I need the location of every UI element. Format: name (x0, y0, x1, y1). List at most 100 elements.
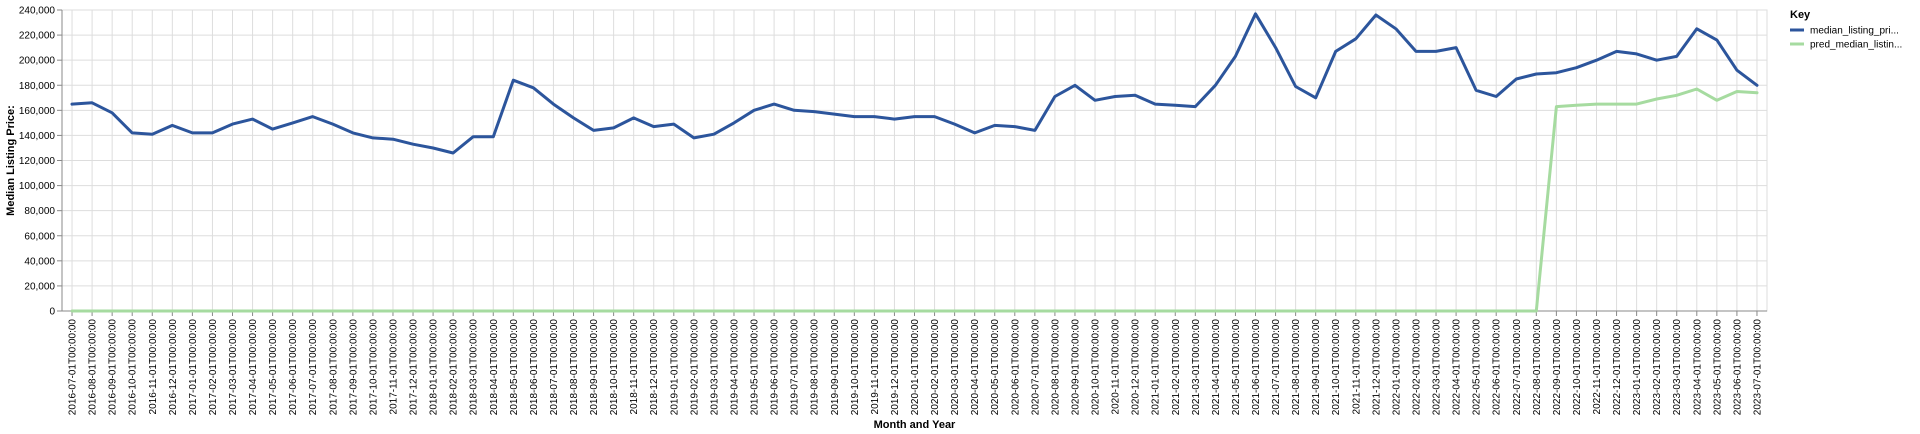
x-tick-label: 2021-08-01T00:00:00 (1291, 319, 1302, 416)
legend-label: pred_median_listin... (1810, 40, 1902, 51)
x-tick-label: 2021-04-01T00:00:00 (1211, 319, 1222, 416)
x-tick-label: 2021-12-01T00:00:00 (1371, 319, 1382, 416)
x-tick-label: 2017-02-01T00:00:00 (208, 319, 219, 416)
x-tick-label: 2022-03-01T00:00:00 (1432, 319, 1443, 416)
x-tick-label: 2022-02-01T00:00:00 (1411, 319, 1422, 416)
x-tick-label: 2020-01-01T00:00:00 (910, 319, 921, 416)
x-tick-label: 2021-06-01T00:00:00 (1251, 319, 1262, 416)
x-tick-label: 2017-12-01T00:00:00 (409, 319, 420, 416)
x-tick-label: 2020-08-01T00:00:00 (1050, 319, 1061, 416)
x-tick-label: 2020-02-01T00:00:00 (930, 319, 941, 416)
x-tick-label: 2019-11-01T00:00:00 (870, 319, 881, 415)
x-tick-label: 2023-04-01T00:00:00 (1692, 319, 1703, 416)
legend-title: Key (1790, 9, 1811, 21)
y-tick-label: 80,000 (24, 206, 55, 217)
x-tick-label: 2022-08-01T00:00:00 (1532, 319, 1543, 416)
x-tick-label: 2016-08-01T00:00:00 (88, 319, 99, 416)
x-tick-label: 2020-05-01T00:00:00 (990, 319, 1001, 416)
x-tick-label: 2018-12-01T00:00:00 (649, 319, 660, 416)
y-tick-label: 20,000 (24, 281, 55, 292)
x-tick-label: 2018-10-01T00:00:00 (609, 319, 620, 416)
x-tick-label: 2017-08-01T00:00:00 (328, 319, 339, 416)
x-tick-label: 2023-02-01T00:00:00 (1652, 319, 1663, 416)
x-tick-label: 2023-07-01T00:00:00 (1752, 319, 1763, 416)
x-tick-label: 2021-02-01T00:00:00 (1171, 319, 1182, 416)
x-tick-label: 2019-03-01T00:00:00 (709, 319, 720, 416)
x-tick-label: 2021-05-01T00:00:00 (1231, 319, 1242, 416)
x-tick-label: 2019-05-01T00:00:00 (750, 319, 761, 416)
x-tick-label: 2016-12-01T00:00:00 (168, 319, 179, 416)
x-tick-label: 2020-09-01T00:00:00 (1070, 319, 1081, 416)
x-tick-label: 2018-03-01T00:00:00 (469, 319, 480, 416)
x-tick-label: 2020-10-01T00:00:00 (1091, 319, 1102, 416)
y-tick-label: 40,000 (24, 256, 55, 267)
x-tick-label: 2023-06-01T00:00:00 (1732, 319, 1743, 416)
x-tick-label: 2018-08-01T00:00:00 (569, 319, 580, 416)
x-axis-title: Month and Year (874, 419, 956, 431)
x-tick-label: 2017-10-01T00:00:00 (368, 319, 379, 416)
x-tick-label: 2018-04-01T00:00:00 (489, 319, 500, 416)
x-tick-label: 2018-06-01T00:00:00 (529, 319, 540, 416)
x-tick-label: 2023-03-01T00:00:00 (1672, 319, 1683, 416)
x-tick-label: 2022-06-01T00:00:00 (1492, 319, 1503, 416)
x-tick-label: 2020-03-01T00:00:00 (950, 319, 961, 416)
legend-label: median_listing_pri... (1810, 26, 1899, 37)
x-tick-label: 2019-02-01T00:00:00 (689, 319, 700, 416)
x-tick-label: 2021-07-01T00:00:00 (1271, 319, 1282, 416)
x-tick-label: 2022-01-01T00:00:00 (1391, 319, 1402, 416)
x-tick-label: 2018-05-01T00:00:00 (509, 319, 520, 416)
x-tick-label: 2019-10-01T00:00:00 (850, 319, 861, 416)
x-tick-label: 2022-04-01T00:00:00 (1452, 319, 1463, 416)
x-tick-label: 2021-09-01T00:00:00 (1311, 319, 1322, 416)
y-tick-label: 200,000 (19, 56, 56, 67)
y-tick-label: 60,000 (24, 231, 55, 242)
x-tick-label: 2017-07-01T00:00:00 (308, 319, 319, 416)
x-tick-label: 2016-09-01T00:00:00 (108, 319, 119, 416)
x-tick-label: 2018-11-01T00:00:00 (629, 319, 640, 415)
x-tick-label: 2017-11-01T00:00:00 (388, 319, 399, 415)
y-tick-label: 140,000 (19, 131, 56, 142)
x-tick-label: 2020-12-01T00:00:00 (1131, 319, 1142, 416)
x-tick-label: 2018-07-01T00:00:00 (549, 319, 560, 416)
x-tick-label: 2018-02-01T00:00:00 (449, 319, 460, 416)
y-tick-label: 100,000 (19, 181, 56, 192)
y-tick-label: 160,000 (19, 106, 56, 117)
x-tick-label: 2019-12-01T00:00:00 (890, 319, 901, 416)
x-tick-label: 2021-03-01T00:00:00 (1191, 319, 1202, 416)
x-tick-label: 2021-11-01T00:00:00 (1351, 319, 1362, 415)
y-axis: 0 20,000 40,000 60,000 80,000 100,000 120,000 1… (19, 6, 63, 318)
x-tick-label: 2022-09-01T00:00:00 (1552, 319, 1563, 416)
series-line (70, 12, 1759, 155)
x-tick-label: 2017-05-01T00:00:00 (268, 319, 279, 416)
x-tick-label: 2021-10-01T00:00:00 (1331, 319, 1342, 416)
x-tick-label: 2019-08-01T00:00:00 (810, 319, 821, 416)
x-tick-label: 2020-04-01T00:00:00 (970, 319, 981, 416)
x-tick-label: 2020-06-01T00:00:00 (1010, 319, 1021, 416)
gridlines (61, 9, 1768, 312)
x-tick-label: 2017-09-01T00:00:00 (348, 319, 359, 416)
x-tick-label: 2017-06-01T00:00:00 (288, 319, 299, 416)
x-tick-label: 2019-01-01T00:00:00 (669, 319, 680, 416)
x-tick-label: 2022-10-01T00:00:00 (1572, 319, 1583, 416)
x-tick-label: 2017-01-01T00:00:00 (188, 319, 199, 416)
x-tick-label: 2016-07-01T00:00:00 (68, 319, 79, 416)
y-tick-label: 180,000 (19, 81, 56, 92)
y-tick-label: 240,000 (19, 6, 56, 17)
x-tick-label: 2023-05-01T00:00:00 (1712, 319, 1723, 416)
x-tick-label: 2022-07-01T00:00:00 (1512, 319, 1523, 416)
x-tick-label: 2023-01-01T00:00:00 (1632, 319, 1643, 416)
y-tick-label: 220,000 (19, 31, 56, 42)
x-tick-label: 2022-11-01T00:00:00 (1592, 319, 1603, 415)
series-lines (70, 12, 1759, 313)
x-tick-label: 2019-07-01T00:00:00 (790, 319, 801, 416)
x-tick-label: 2022-12-01T00:00:00 (1612, 319, 1623, 416)
x-tick-label: 2018-01-01T00:00:00 (429, 319, 440, 416)
x-tick-label: 2020-11-01T00:00:00 (1111, 319, 1122, 415)
x-tick-label: 2018-09-01T00:00:00 (589, 319, 600, 416)
x-tick-label: 2017-03-01T00:00:00 (228, 319, 239, 416)
x-tick-label: 2016-10-01T00:00:00 (128, 319, 139, 416)
series-line (70, 87, 1759, 313)
x-tick-label: 2019-04-01T00:00:00 (729, 319, 740, 416)
x-tick-label: 2021-01-01T00:00:00 (1151, 319, 1162, 416)
